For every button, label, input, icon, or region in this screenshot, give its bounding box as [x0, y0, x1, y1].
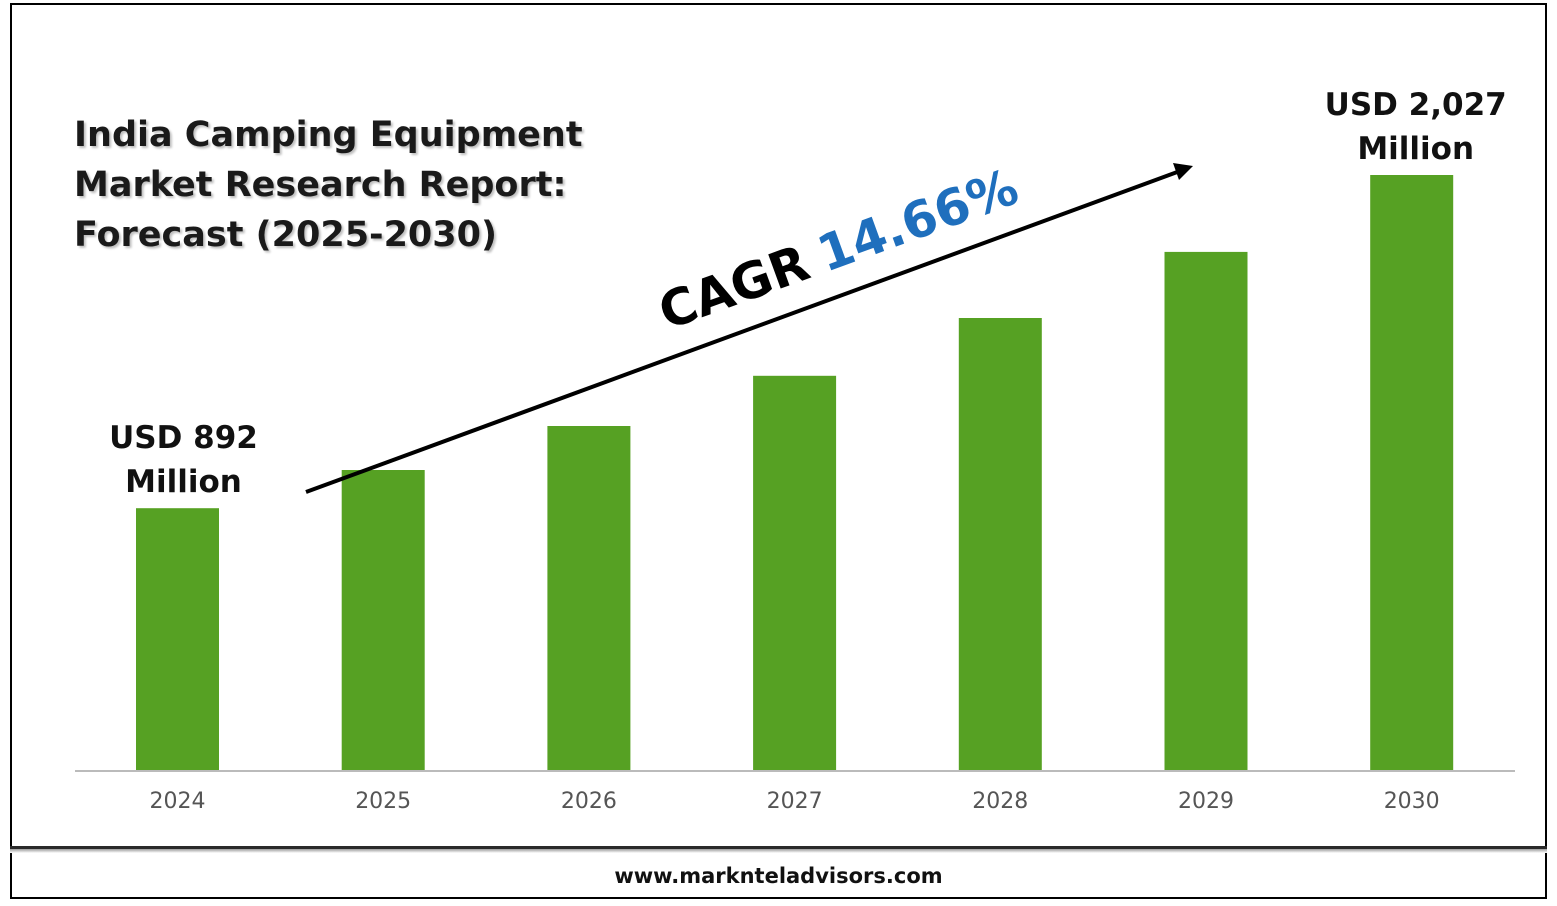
title-line-2: Market Research Report: [74, 165, 567, 205]
title-line-1: India Camping Equipment [74, 115, 583, 155]
x-tick-2028: 2028 [972, 789, 1028, 814]
cagr-arrow-head [1173, 163, 1193, 180]
bar-2027 [753, 375, 837, 770]
data-label-2030-line2: Million [1357, 131, 1474, 167]
x-tick-labels: 2024 2025 2026 2027 2028 2029 2030 [150, 789, 1440, 814]
data-label-2024-line2: Million [125, 464, 242, 500]
title-line-3: Forecast (2025-2030) [74, 215, 497, 255]
x-tick-2029: 2029 [1178, 789, 1234, 814]
chart-title: India Camping Equipment Market Research … [74, 110, 634, 260]
bar-2024 [136, 508, 219, 770]
bars-group [136, 175, 1454, 770]
bar-2025 [341, 470, 425, 770]
bar-2026 [547, 426, 631, 770]
x-tick-2024: 2024 [150, 789, 206, 814]
x-tick-2027: 2027 [767, 789, 823, 814]
cagr-arrow-line [305, 169, 1181, 494]
data-label-2024-line1: USD 892 [109, 420, 258, 456]
cagr-word: CAGR [651, 234, 816, 341]
x-tick-2026: 2026 [561, 789, 617, 814]
data-annotations: USD 892 Million USD 2,027 Million [109, 87, 1507, 500]
bar-2028 [958, 318, 1042, 770]
footer-website: www.marknteladvisors.com [614, 864, 943, 888]
cagr-arrow [305, 163, 1193, 494]
x-tick-2030: 2030 [1384, 789, 1440, 814]
footer-divider [10, 846, 1547, 853]
cagr-value: 14.66% [810, 158, 1026, 284]
bar-2030 [1370, 175, 1454, 770]
x-tick-2025: 2025 [355, 789, 411, 814]
data-label-2030-line1: USD 2,027 [1325, 87, 1507, 123]
bar-2029 [1164, 251, 1248, 770]
